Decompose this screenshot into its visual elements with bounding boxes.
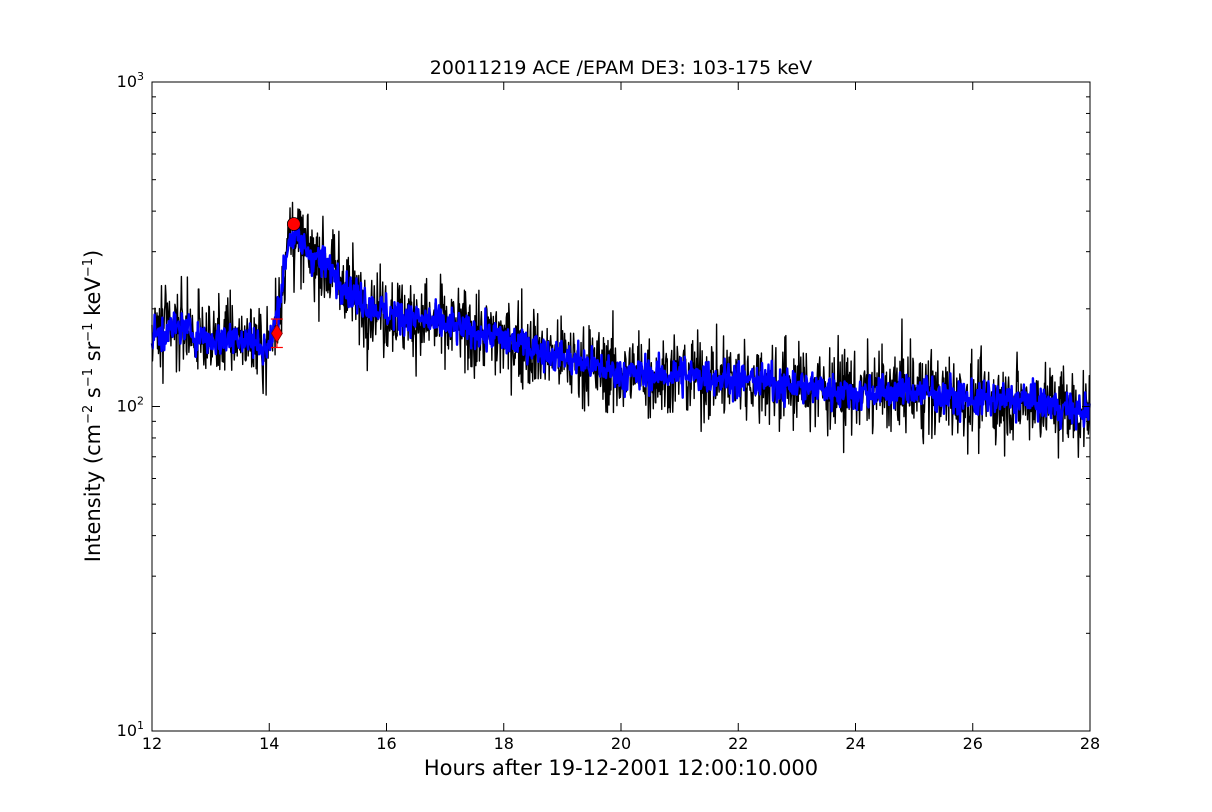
- y-tick-exponent: 1: [137, 719, 144, 732]
- y-tick-base: 10: [117, 721, 137, 740]
- y-label-kev: keV: [81, 277, 105, 323]
- chart-title: 20011219 ACE /EPAM DE3: 103-175 keV: [430, 57, 812, 79]
- x-tick-label: 28: [1080, 734, 1100, 753]
- x-axis-label: Hours after 19-12-2001 12:00:10.000: [424, 756, 818, 780]
- series-line-smoothed: [150, 227, 1091, 431]
- x-tick-label: 20: [611, 734, 631, 753]
- series-line-raw: [151, 201, 1091, 459]
- x-tick-label: 26: [963, 734, 983, 753]
- y-tick-label: 102: [117, 395, 144, 416]
- y-label-sup-4: −1: [81, 258, 96, 277]
- x-tick-label: 14: [259, 734, 279, 753]
- x-tick-label: 16: [376, 734, 396, 753]
- y-tick-exponent: 3: [137, 70, 144, 83]
- y-label-close: ): [81, 250, 105, 258]
- y-label-sup-2: −1: [81, 368, 96, 387]
- y-tick-base: 10: [117, 397, 137, 416]
- x-tick-label: 12: [142, 734, 162, 753]
- y-tick-base: 10: [117, 72, 137, 91]
- marker-diamond: [270, 323, 283, 344]
- y-label-sup-3: −1: [81, 323, 96, 342]
- y-label-main: Intensity (cm: [81, 424, 105, 562]
- y-axis-label: Intensity (cm−2 s−1 sr−1 keV−1): [81, 250, 105, 562]
- marker-layer: [270, 217, 301, 349]
- x-tick-label: 22: [728, 734, 748, 753]
- x-tick-label: 18: [494, 734, 514, 753]
- y-tick-exponent: 2: [137, 395, 144, 408]
- y-label-sup-1: −2: [81, 405, 96, 424]
- y-tick-label: 101: [117, 719, 144, 740]
- y-label-sr: sr: [81, 341, 105, 368]
- marker-circle: [286, 217, 301, 231]
- y-label-s: s: [81, 387, 105, 405]
- plot-background: [152, 82, 1090, 731]
- x-tick-label: 24: [845, 734, 865, 753]
- y-tick-label: 103: [117, 70, 144, 91]
- series-layer: [150, 201, 1091, 459]
